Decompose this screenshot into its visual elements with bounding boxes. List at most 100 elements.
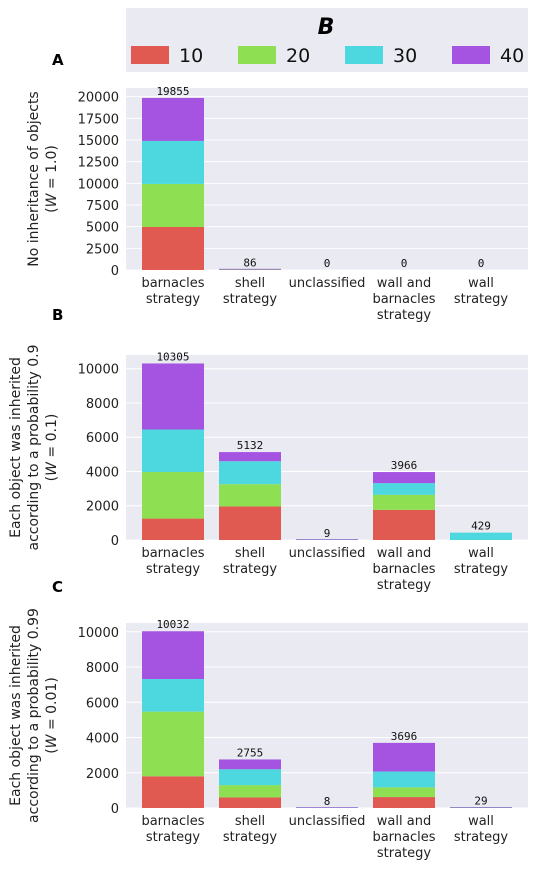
x-tick-label: wall and: [377, 276, 431, 291]
panel-letter: B: [52, 306, 63, 324]
data-label: 3966: [391, 459, 418, 472]
x-tick-label: strategy: [377, 578, 432, 593]
bar-segment-10: [142, 776, 204, 808]
bar-segment-20: [142, 711, 204, 777]
y-tick-label: 7500: [86, 199, 119, 214]
y-tick-label: 4000: [86, 732, 119, 747]
y-tick-label: 12500: [78, 156, 119, 171]
y-tick-label: 0: [111, 264, 119, 279]
bar-segment-40: [373, 742, 435, 772]
legend-label-40: 40: [500, 45, 524, 67]
bar-segment-30: [373, 771, 435, 788]
x-tick-label: strategy: [454, 562, 509, 577]
x-tick-label: strategy: [377, 308, 432, 323]
bar-segment-20: [219, 484, 281, 507]
x-tick-label: strategy: [223, 292, 278, 307]
x-tick-label: shell: [235, 814, 265, 829]
bar-segment-30: [373, 483, 435, 495]
legend-title: B: [318, 15, 335, 40]
legend-label-10: 10: [179, 45, 203, 67]
bar-segment-10: [373, 509, 435, 540]
bar-segment-10: [219, 797, 281, 808]
data-label: 9: [324, 527, 331, 540]
x-tick-label: wall and: [377, 814, 431, 829]
legend: B 10 20 30 40: [126, 8, 528, 72]
x-tick-label: shell: [235, 546, 265, 561]
y-tick-label: 4000: [86, 465, 119, 480]
data-label: 3696: [391, 730, 418, 743]
bar-segment-30: [450, 532, 512, 540]
x-tick-label: strategy: [146, 292, 201, 307]
y-tick-label: 8000: [86, 397, 119, 412]
y-tick-label: 10000: [78, 626, 119, 641]
bar-segment-40: [296, 539, 358, 540]
bar-segment-40: [373, 472, 435, 484]
panel-letter: A: [52, 51, 64, 69]
data-label: 8: [324, 795, 331, 808]
bar-segment-10: [142, 226, 204, 270]
y-tick-label: 15000: [78, 134, 119, 149]
y-tick-label: 6000: [86, 431, 119, 446]
bar-segment-20: [142, 471, 204, 519]
panel-B: 0 2000 4000 6000 8000 10000 B Each object was i…: [8, 306, 528, 593]
y-tick-label: 8000: [86, 661, 119, 676]
bar-segment-20: [373, 494, 435, 510]
x-tick-label: barnacles: [372, 562, 435, 577]
y-axis-label: (W = 0.1): [44, 414, 60, 482]
x-tick-label: unclassified: [289, 546, 366, 561]
y-tick-label: 0: [111, 802, 119, 817]
data-label: 0: [478, 257, 485, 270]
x-tick-label: wall: [468, 814, 494, 829]
bar-segment-10: [142, 518, 204, 540]
data-label: 19855: [156, 85, 189, 98]
data-label: 0: [324, 257, 331, 270]
x-tick-label: barnacles: [372, 292, 435, 307]
legend-swatch-30: [345, 46, 383, 64]
bar-segment-30: [142, 140, 204, 184]
bar-segment-10: [373, 797, 435, 808]
x-tick-label: strategy: [146, 562, 201, 577]
bar-segment-20: [373, 787, 435, 798]
x-tick-label: strategy: [377, 846, 432, 861]
x-tick-label: barnacles: [372, 830, 435, 845]
bar-segment-40: [142, 97, 204, 141]
panel-A: 0 2500 5000 7500 10000 12500 15000 17500 20000 A N…: [26, 51, 528, 323]
y-tick-label: 5000: [86, 221, 119, 236]
x-tick-label: strategy: [146, 830, 201, 845]
x-tick-label: strategy: [454, 830, 509, 845]
panel-C: 0 2000 4000 6000 8000 10000 C Each object was i…: [8, 578, 528, 861]
bar-segment-30: [219, 461, 281, 485]
data-label: 2755: [237, 746, 264, 759]
data-label: 86: [243, 256, 256, 269]
x-tick-label: wall: [468, 276, 494, 291]
bar-segment-30: [142, 429, 204, 472]
bar-segment-40: [450, 807, 512, 808]
bar-segment-40: [219, 759, 281, 770]
bar-segment-30: [219, 769, 281, 786]
data-label: 10032: [156, 618, 189, 631]
y-tick-label: 2500: [86, 242, 119, 257]
legend-label-20: 20: [286, 45, 310, 67]
data-label: 10305: [156, 350, 189, 363]
bar-segment-40: [296, 807, 358, 808]
x-tick-label: barnacles: [141, 814, 204, 829]
x-tick-label: barnacles: [141, 276, 204, 291]
legend-label-30: 30: [393, 45, 417, 67]
x-tick-label: barnacles: [141, 546, 204, 561]
x-tick-label: strategy: [223, 562, 278, 577]
y-tick-label: 6000: [86, 696, 119, 711]
x-tick-label: wall and: [377, 546, 431, 561]
bar-segment-20: [142, 183, 204, 227]
x-tick-label: unclassified: [289, 276, 366, 291]
y-axis-label: Each object was inherited: [8, 625, 24, 806]
x-tick-label: unclassified: [289, 814, 366, 829]
y-tick-label: 2000: [86, 500, 119, 515]
x-tick-label: strategy: [223, 830, 278, 845]
y-tick-label: 10000: [78, 363, 119, 378]
data-label: 5132: [237, 439, 264, 452]
x-tick-label: strategy: [454, 292, 509, 307]
x-tick-label: wall: [468, 546, 494, 561]
y-tick-label: 20000: [78, 91, 119, 106]
panel-letter: C: [52, 578, 63, 596]
bar-segment-30: [142, 679, 204, 712]
